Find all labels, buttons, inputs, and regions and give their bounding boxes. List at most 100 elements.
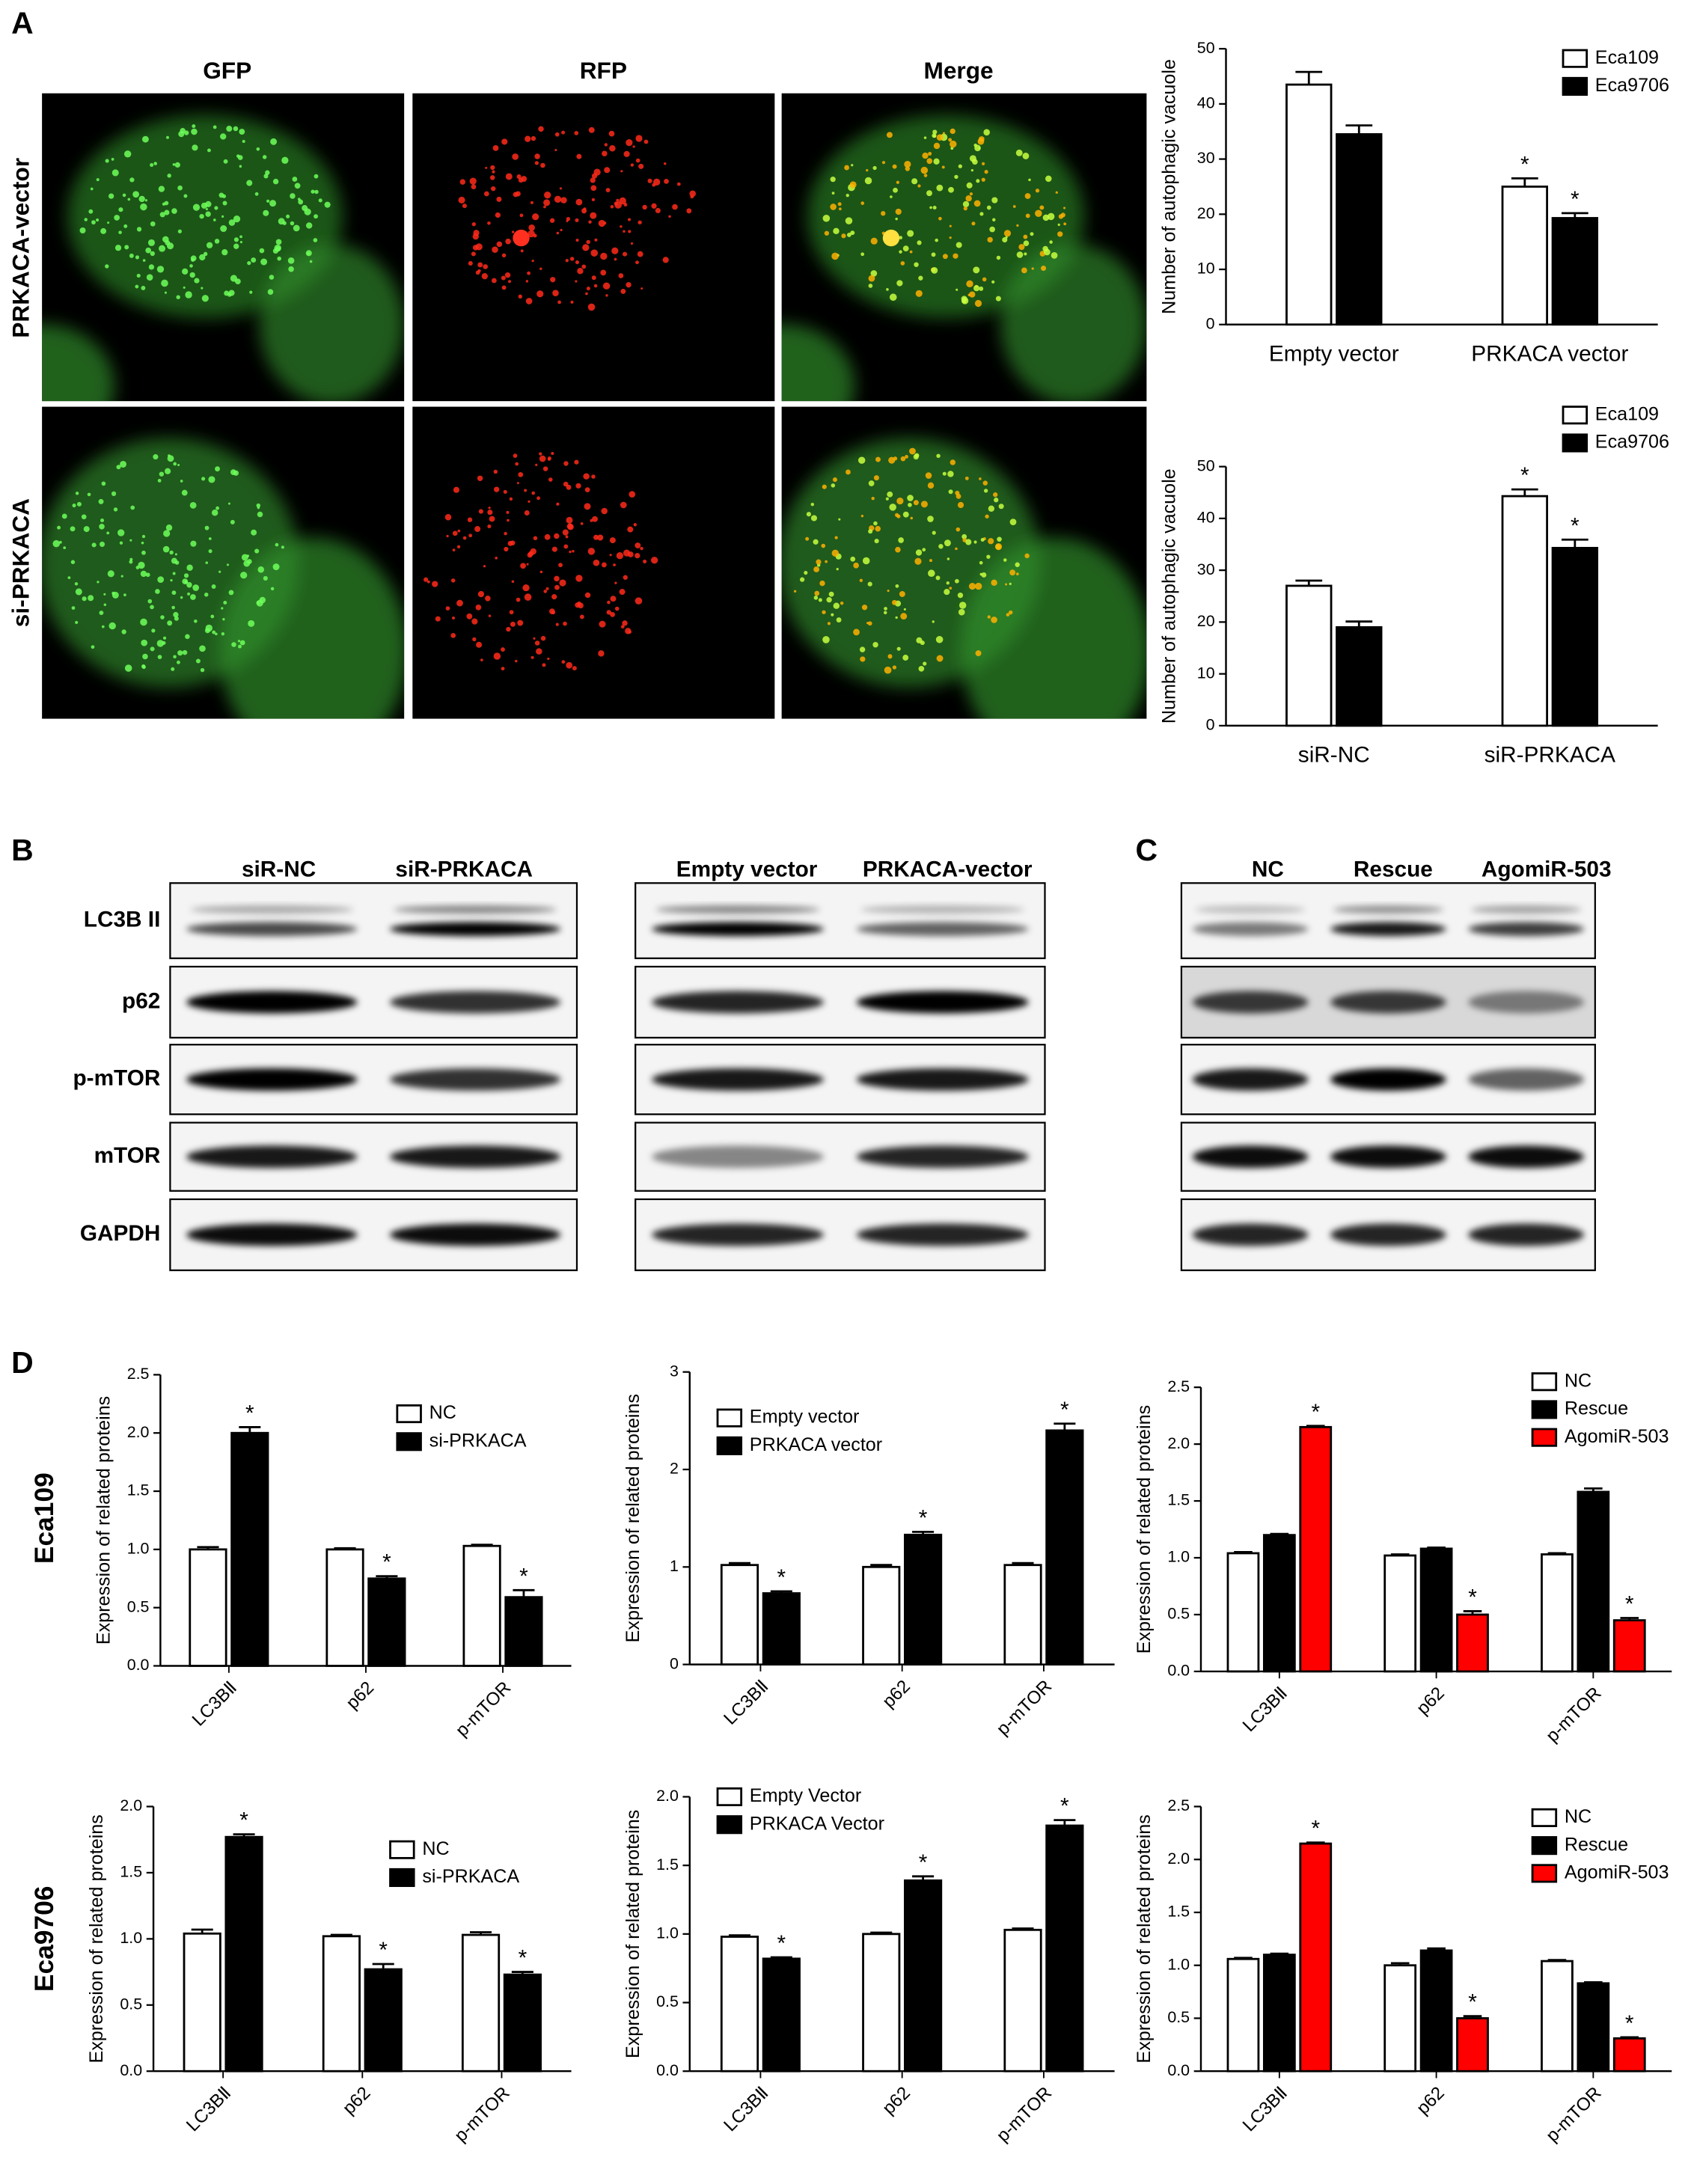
vesicle <box>201 295 209 302</box>
vesicle <box>507 280 512 284</box>
band <box>856 991 1029 1014</box>
vesicle <box>622 251 628 257</box>
vesicle <box>108 622 116 630</box>
y-tick-label: 0 <box>1206 314 1215 332</box>
bar <box>462 1544 501 1667</box>
y-tick-label: 10 <box>1197 260 1215 278</box>
vesicle <box>1031 267 1034 270</box>
vesicle <box>61 513 67 519</box>
vesicle <box>860 252 865 257</box>
error-bar <box>1584 1487 1603 1492</box>
vesicle <box>256 503 261 508</box>
band <box>186 991 358 1014</box>
band <box>1330 922 1446 936</box>
vesicle <box>920 166 929 174</box>
vesicle <box>591 474 596 479</box>
band <box>860 905 1025 914</box>
vesicle <box>935 635 944 643</box>
vesicle <box>1022 153 1030 159</box>
vesicle <box>262 155 267 159</box>
vesicle <box>846 193 849 198</box>
y-tick-label: 2.0 <box>656 1787 679 1805</box>
bar <box>1003 1928 1042 2073</box>
significance-marker: * <box>777 1931 786 1956</box>
vesicle <box>892 599 897 605</box>
microscopy-image <box>42 406 405 719</box>
vesicle <box>540 635 546 641</box>
bar <box>1612 1619 1646 1673</box>
vesicle <box>159 471 165 477</box>
vesicle <box>997 536 1002 542</box>
vesicle <box>204 525 210 530</box>
vesicle <box>984 170 988 174</box>
vesicle <box>635 135 643 142</box>
vesicle <box>881 161 886 165</box>
vesicle <box>424 577 429 582</box>
vesicle <box>554 132 560 137</box>
vesicle <box>610 611 616 617</box>
vesicle <box>189 501 197 509</box>
y-tick-label: 3 <box>670 1362 679 1380</box>
vesicle <box>574 131 579 135</box>
bar <box>364 1968 403 2073</box>
vesicle <box>620 501 627 509</box>
vesicle <box>146 274 153 281</box>
vesicle <box>563 621 567 626</box>
vesicle <box>538 126 544 132</box>
band <box>856 1068 1029 1091</box>
error-bar <box>728 1934 751 1937</box>
blot-strip <box>1180 882 1596 959</box>
vesicle <box>491 278 497 284</box>
vesicle <box>186 564 193 571</box>
vesicle <box>141 541 144 545</box>
vesicle <box>867 581 872 587</box>
vesicle <box>221 607 224 610</box>
vesicle <box>231 642 236 647</box>
vesicle <box>1039 205 1045 210</box>
vesicle <box>1028 178 1031 182</box>
bar <box>1501 186 1548 326</box>
vesicle <box>598 219 606 227</box>
vesicle <box>211 509 218 516</box>
vesicle <box>103 603 107 607</box>
vesicle <box>690 195 694 199</box>
bar <box>230 1431 269 1667</box>
vesicle <box>239 235 242 239</box>
vesicle <box>172 572 176 575</box>
vesicle <box>269 275 275 280</box>
vesicle <box>1023 240 1030 246</box>
vesicle <box>190 540 197 547</box>
microscopy-image <box>781 406 1147 719</box>
vesicle <box>1016 224 1019 227</box>
vesicle <box>590 185 597 192</box>
vesicle <box>490 165 495 171</box>
legend-swatch <box>1531 1428 1558 1447</box>
vesicle <box>923 174 928 177</box>
vesicle <box>875 456 881 462</box>
vesicle <box>1005 236 1008 239</box>
vesicle <box>549 218 555 223</box>
vesicle <box>810 502 815 507</box>
vesicle <box>868 480 875 486</box>
vesicle <box>141 665 146 670</box>
vesicle <box>958 164 962 168</box>
vesicle <box>185 634 190 640</box>
vesicle <box>471 221 477 227</box>
error-bar <box>1054 1422 1076 1431</box>
y-tick-label: 2.0 <box>127 1423 150 1441</box>
vesicle <box>575 239 579 242</box>
band <box>389 1223 561 1247</box>
vesicle <box>872 641 878 648</box>
vesicle <box>902 655 909 661</box>
vesicle <box>955 527 961 532</box>
vesicle <box>171 590 177 596</box>
vesicle <box>579 614 584 620</box>
vesicle <box>200 667 205 673</box>
vesicle <box>247 260 251 266</box>
vesicle <box>124 245 129 250</box>
significance-marker: * <box>1625 1592 1634 1617</box>
vesicle <box>597 534 604 541</box>
vesicle <box>944 589 950 596</box>
vesicle <box>600 269 607 276</box>
vesicle <box>976 179 980 183</box>
